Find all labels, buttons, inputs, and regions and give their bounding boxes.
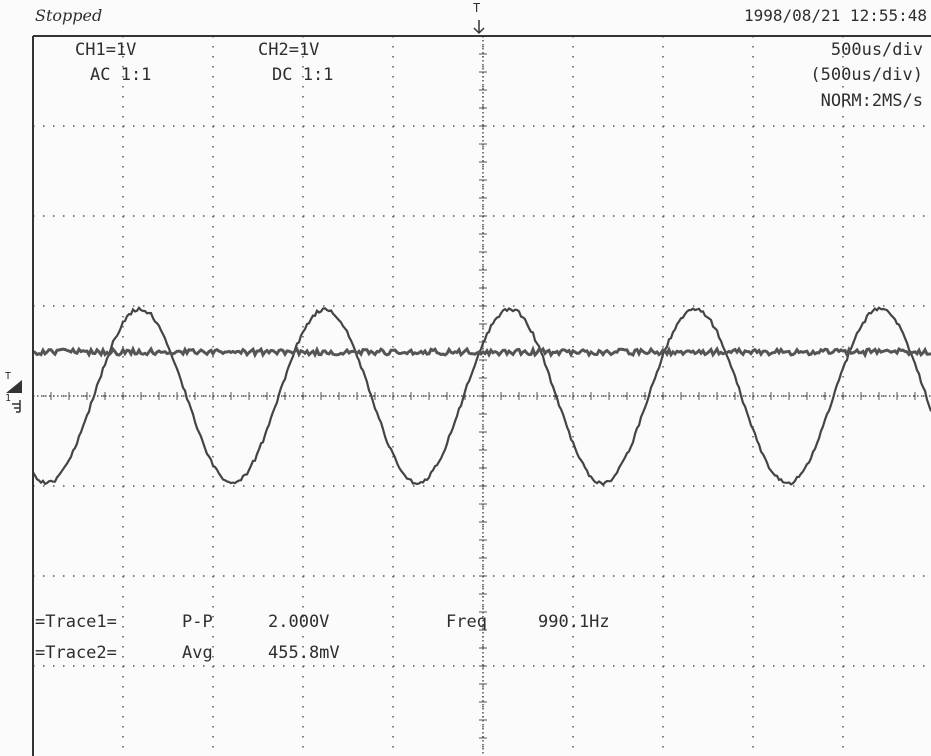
ground-marker: 1 <box>5 394 11 404</box>
trigger-marker: T <box>473 2 480 14</box>
trigger-top-arrow <box>474 20 484 33</box>
measure-kind: P-P <box>182 614 213 631</box>
grid <box>33 36 931 756</box>
ch2-scale: CH2=1V <box>258 42 319 59</box>
status: Stopped <box>35 8 102 24</box>
trigger-level-marker: T <box>5 372 11 382</box>
page: Oscilloscope capture {"header": {"status… <box>0 0 931 756</box>
measure-kind: Freq <box>446 614 487 631</box>
ch1-coupling: AC 1:1 <box>90 67 151 84</box>
ch1-scale: CH1=1V <box>75 42 136 59</box>
timestamp: 1998/08/21 12:55:48 <box>744 8 927 24</box>
sample-rate: NORM:2MS/s <box>821 93 923 110</box>
scope-display <box>0 0 931 756</box>
trace-2 <box>33 349 931 355</box>
timebase-zoom: (500us/div) <box>810 67 923 84</box>
measure-value: 990.1Hz <box>538 614 610 631</box>
timebase: 500us/div <box>831 42 923 59</box>
trace-label: =Trace1= <box>35 614 117 631</box>
ch2-coupling: DC 1:1 <box>272 67 333 84</box>
measure-value: 2.000V <box>268 614 329 631</box>
screen: Stopped 1998/08/21 12:55:48 T T 1 CH1=1V… <box>0 0 931 756</box>
measure-kind: Avg <box>182 645 213 662</box>
trace-label: =Trace2= <box>35 645 117 662</box>
ground-symbol <box>12 400 20 412</box>
measure-value: 455.8mV <box>268 645 340 662</box>
